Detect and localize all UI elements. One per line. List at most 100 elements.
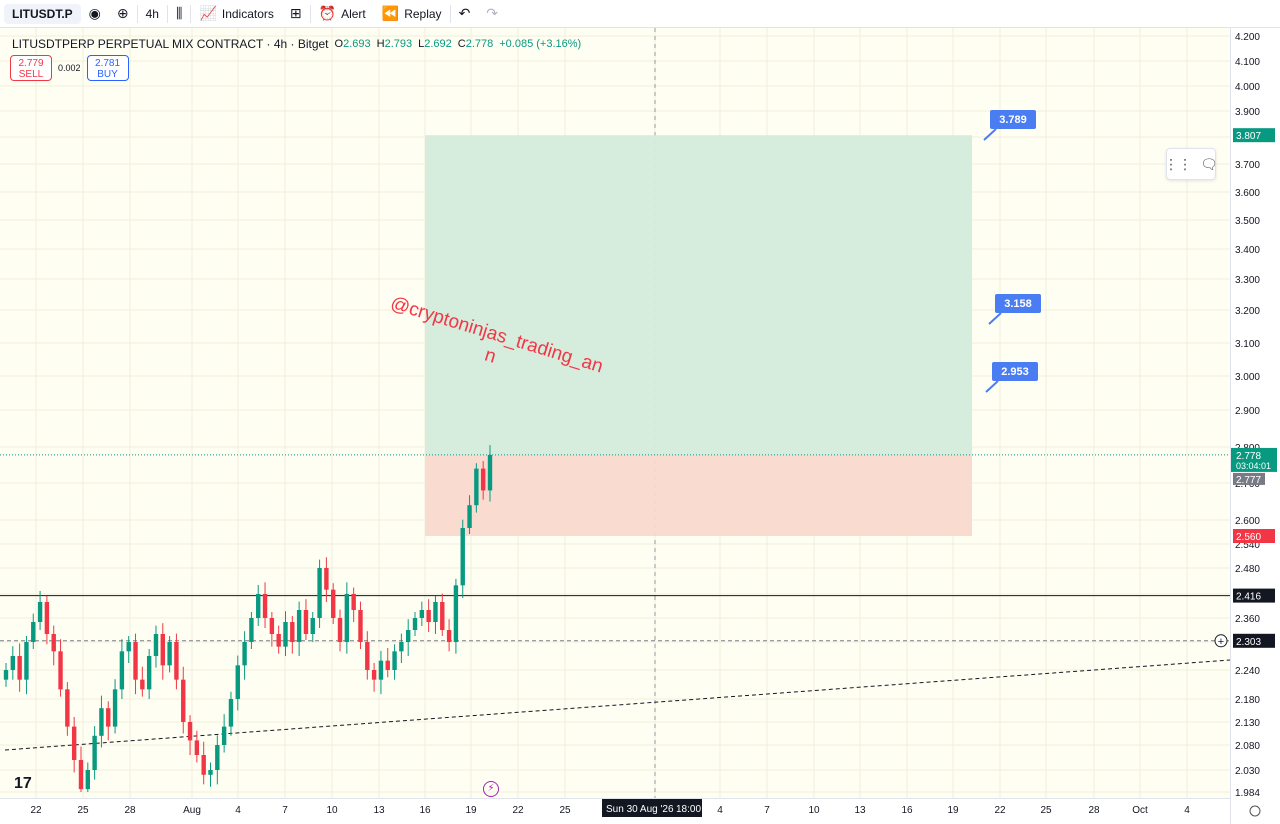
- horizontal-line-badge: 2.416: [1236, 592, 1261, 603]
- indicators-icon: 📈: [199, 5, 217, 21]
- price-axis[interactable]: [1230, 28, 1280, 824]
- current-price-badge: 2.778: [1236, 451, 1261, 462]
- price-tick-label: 3.700: [1235, 160, 1260, 171]
- price-tick-label: 4.200: [1235, 32, 1260, 43]
- alert-button[interactable]: ⏰ Alert: [311, 0, 374, 28]
- price-tick-label: 2.030: [1235, 766, 1260, 777]
- lightning-icon[interactable]: ⚡: [483, 781, 499, 797]
- legend-high: H2.793: [376, 38, 413, 50]
- candle-body: [85, 770, 91, 790]
- candle-body: [433, 602, 438, 622]
- callout-box: [992, 362, 1038, 381]
- legend-close: C2.778: [457, 38, 494, 50]
- buy-button[interactable]: 2.781 BUY: [86, 55, 129, 81]
- candle-body: [344, 594, 350, 642]
- drag-handle-icon[interactable]: ⋮⋮: [1164, 155, 1193, 172]
- symbol-label: LITUSDT.P: [12, 6, 73, 21]
- candle-body: [480, 468, 486, 491]
- candle-body: [290, 622, 295, 642]
- time-tick-label: 25: [77, 805, 89, 816]
- candle-body: [296, 610, 302, 642]
- candle-body: [160, 634, 165, 666]
- candle-body: [474, 468, 479, 506]
- candle-body: [351, 594, 356, 610]
- undo-button[interactable]: ↶: [451, 0, 479, 28]
- time-tick-label: 13: [854, 805, 866, 816]
- candle-body: [51, 634, 56, 652]
- candle-body: [174, 642, 179, 680]
- candle-body: [303, 610, 309, 634]
- comment-icon[interactable]: 🗨: [1200, 155, 1218, 172]
- candle-body: [181, 679, 186, 722]
- candle-body: [92, 735, 97, 770]
- callout-box: [995, 294, 1041, 313]
- candle-body: [71, 726, 77, 760]
- sell-button[interactable]: 2.779 SELL: [10, 55, 52, 81]
- add-alert-icon-glyph: +: [1218, 636, 1224, 648]
- candle-body: [24, 642, 29, 680]
- take-profit-zone: [425, 135, 972, 455]
- price-tick-label: 2.600: [1235, 516, 1260, 527]
- time-tick-label: 10: [326, 805, 338, 816]
- time-tick-label: 4: [717, 805, 723, 816]
- candle-body: [106, 708, 111, 727]
- stop-loss-badge: 2.560: [1236, 532, 1261, 543]
- layout-button[interactable]: ⊞: [282, 0, 310, 28]
- stop-loss-zone: [425, 454, 972, 536]
- time-crosshair-label: Sun 30 Aug '26: [606, 804, 674, 815]
- candle-body: [324, 568, 329, 590]
- candle-body: [405, 630, 411, 642]
- candle-body: [119, 651, 125, 690]
- candle-body: [487, 454, 493, 491]
- time-tick-label: 28: [1088, 805, 1100, 816]
- replay-icon: ⏪: [381, 5, 400, 21]
- prev-close-badge: 2.777: [1236, 475, 1261, 486]
- time-tick-label: 7: [282, 805, 288, 816]
- sell-price: 2.779: [18, 58, 44, 69]
- indicators-label: Indicators: [221, 6, 274, 21]
- toolbar-divider: [309, 4, 311, 23]
- redo-icon: ↷: [486, 5, 499, 21]
- legend-change: +0.085 (+3.16%): [499, 38, 582, 50]
- dashed-level-badge: 2.303: [1236, 637, 1261, 648]
- price-tick-label: 2.480: [1235, 564, 1260, 575]
- candle-body: [358, 610, 363, 642]
- price-tick-label: 2.240: [1235, 666, 1260, 677]
- time-tick-label: 19: [465, 805, 477, 816]
- candle-body: [146, 656, 152, 690]
- candle-body: [126, 642, 131, 652]
- candles-icon: ⫼: [175, 5, 183, 21]
- buy-price: 2.781: [95, 58, 121, 69]
- candle-body: [153, 634, 159, 656]
- price-tick-label: 3.400: [1235, 245, 1260, 256]
- interval-button[interactable]: 4h: [138, 0, 167, 28]
- redo-button[interactable]: ↷: [478, 0, 506, 28]
- price-tick-label: 3.000: [1235, 372, 1260, 383]
- quick-trade: 2.779 SELL 0.002 2.781 BUY: [10, 55, 129, 81]
- legend-low: L2.692: [418, 38, 452, 50]
- top-toolbar: LITUSDT.P ◉ ⊕ 4h ⫼ 📈 Indicators ⊞ ⏰ Alert …: [0, 0, 1280, 28]
- chart-type-button[interactable]: ⫼: [168, 0, 190, 28]
- price-tick-label: 3.300: [1235, 275, 1260, 286]
- replay-button[interactable]: ⏪ Replay: [374, 0, 450, 28]
- watch-button[interactable]: ◉: [81, 0, 109, 28]
- tradingview-logo[interactable]: 17: [14, 775, 32, 792]
- price-tick-label: 3.200: [1235, 306, 1260, 317]
- candle-body: [310, 618, 315, 634]
- symbol-search[interactable]: LITUSDT.P: [4, 3, 81, 24]
- candle-body: [269, 618, 275, 634]
- time-tick-label: 16: [419, 805, 431, 816]
- candle-body: [371, 670, 377, 680]
- compare-button[interactable]: ⊕: [109, 0, 137, 28]
- candle-body: [385, 660, 390, 670]
- indicators-button[interactable]: 📈 Indicators: [191, 0, 281, 28]
- plus-circle-icon: ⊕: [116, 5, 129, 21]
- candle-body: [419, 610, 425, 618]
- floating-drawing-toolbar[interactable]: ⋮⋮ 🗨: [1164, 148, 1218, 180]
- time-tick-label: 10: [808, 805, 820, 816]
- price-tick-label: 2.180: [1235, 695, 1260, 706]
- time-tick-label: 19: [947, 805, 959, 816]
- candle-body: [283, 622, 288, 647]
- candle-body: [467, 505, 472, 528]
